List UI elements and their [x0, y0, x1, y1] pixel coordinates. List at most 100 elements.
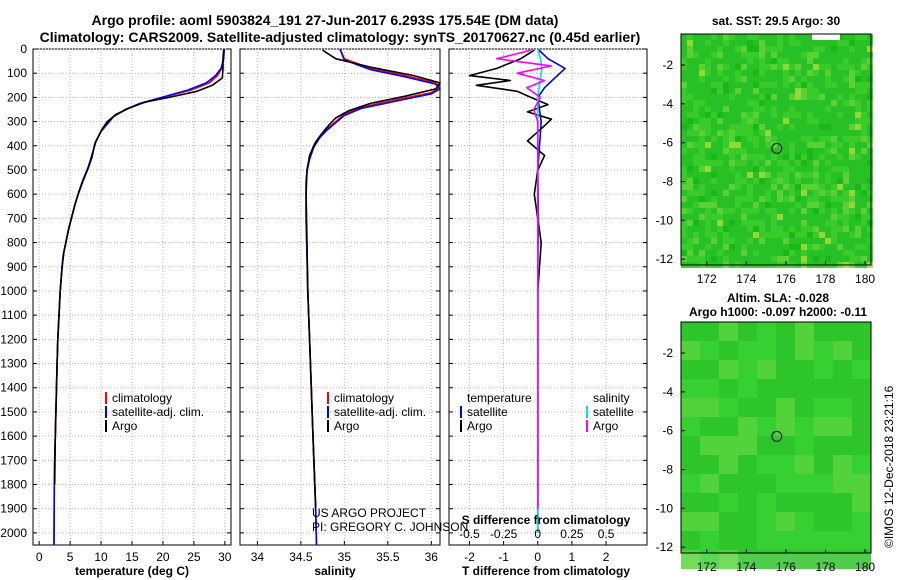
map-cell: [849, 34, 855, 40]
map-cell: [741, 88, 747, 94]
map-cell: [833, 455, 852, 474]
map-cell: [813, 64, 819, 70]
map-cell: [735, 142, 741, 148]
map-cell: [825, 46, 831, 52]
map-cell: [705, 40, 711, 46]
map-cell: [741, 202, 747, 208]
map-x-tick-label: 180: [855, 560, 875, 574]
map-cell: [813, 106, 819, 112]
sla-argo-location-marker: [771, 430, 783, 442]
map-cell: [735, 256, 741, 262]
map-cell: [813, 232, 819, 238]
map-cell: [759, 34, 765, 40]
map-cell: [741, 76, 747, 82]
map-cell: [723, 232, 729, 238]
map-cell: [837, 184, 843, 190]
map-cell: [735, 208, 741, 214]
map-cell: [801, 208, 807, 214]
map-cell: [747, 166, 753, 172]
map-cell: [757, 379, 776, 398]
x-tick-label: 0: [534, 550, 541, 564]
map-cell: [861, 40, 867, 46]
map-cell: [819, 160, 825, 166]
map-cell: [723, 130, 729, 136]
map-cell: [777, 88, 783, 94]
map-cell: [741, 196, 747, 202]
map-cell: [687, 196, 693, 202]
map-cell: [681, 82, 687, 88]
map-cell: [855, 142, 861, 148]
map-cell: [719, 436, 738, 455]
map-cell: [795, 58, 801, 64]
map-cell: [747, 178, 753, 184]
map-cell: [849, 214, 855, 220]
map-cell: [777, 184, 783, 190]
map-y-tick-label: -10: [656, 501, 674, 515]
map-cell: [741, 70, 747, 76]
map-cell: [705, 106, 711, 112]
map-cell: [825, 184, 831, 190]
map-cell: [831, 94, 837, 100]
map-cell: [735, 250, 741, 256]
map-cell: [795, 76, 801, 82]
map-cell: [855, 166, 861, 172]
map-cell: [759, 142, 765, 148]
map-cell: [783, 232, 789, 238]
map-cell: [765, 154, 771, 160]
x-tick-label: -1: [498, 550, 509, 564]
figure-title-line1: Argo profile: aoml 5903824_191 27-Jun-20…: [92, 12, 559, 28]
map-cell: [789, 244, 795, 250]
map-cell: [717, 124, 723, 130]
map-cell: [833, 436, 852, 455]
map-cell: [789, 64, 795, 70]
imos-side-label: ©IMOS 12-Dec-2018 23:21:16: [882, 385, 896, 548]
map-cell: [867, 94, 873, 100]
map-cell: [753, 142, 759, 148]
legend-argo-label: Argo: [112, 419, 138, 433]
map-cell: [681, 166, 687, 172]
map-cell: [783, 154, 789, 160]
map-cell: [813, 202, 819, 208]
map-cell: [700, 512, 719, 531]
map-cell: [729, 226, 735, 232]
map-cell: [855, 112, 861, 118]
map-cell: [729, 136, 735, 142]
map-cell: [765, 250, 771, 256]
map-cell: [699, 154, 705, 160]
map-cell: [711, 256, 717, 262]
map-cell: [693, 190, 699, 196]
map-cell: [861, 106, 867, 112]
map-cell: [813, 82, 819, 88]
map-y-tick-label: -12: [656, 540, 674, 554]
salinity-grid: [240, 48, 440, 545]
map-cell: [753, 184, 759, 190]
map-cell: [681, 531, 700, 550]
legend-temperature-title: temperature: [467, 391, 532, 405]
map-cell: [819, 88, 825, 94]
map-cell: [843, 160, 849, 166]
map-cell: [717, 40, 723, 46]
map-cell: [843, 94, 849, 100]
map-cell: [777, 196, 783, 202]
map-cell: [861, 166, 867, 172]
map-cell: [801, 256, 807, 262]
map-cell: [801, 214, 807, 220]
map-cell: [729, 34, 735, 40]
map-cell: [783, 112, 789, 118]
map-cell: [765, 40, 771, 46]
map-cell: [681, 190, 687, 196]
map-cell: [795, 341, 814, 360]
map-cell: [776, 436, 795, 455]
map-cell: [849, 136, 855, 142]
map-cell: [723, 178, 729, 184]
map-cell: [801, 154, 807, 160]
map-cell: [765, 88, 771, 94]
map-cell: [741, 178, 747, 184]
map-cell: [789, 220, 795, 226]
map-cell: [825, 226, 831, 232]
map-cell: [776, 512, 795, 531]
map-cell: [735, 202, 741, 208]
map-cell: [843, 106, 849, 112]
map-cell: [741, 220, 747, 226]
map-cell: [681, 112, 687, 118]
